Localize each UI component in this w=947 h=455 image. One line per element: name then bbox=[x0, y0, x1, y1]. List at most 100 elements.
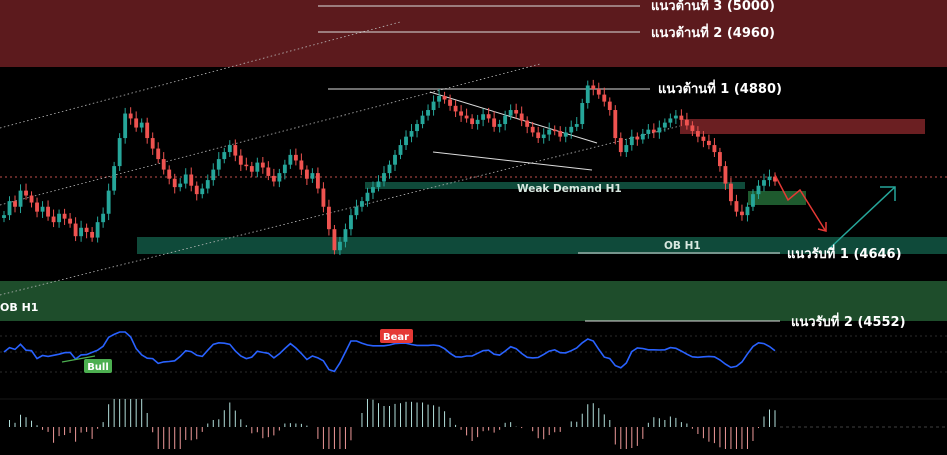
candle-body bbox=[541, 134, 546, 139]
candle-body bbox=[767, 176, 772, 181]
candle-body bbox=[420, 115, 425, 125]
candle-body bbox=[194, 185, 199, 195]
candle-body bbox=[117, 138, 122, 167]
candle-body bbox=[404, 136, 408, 146]
candle-body bbox=[657, 127, 662, 133]
candle-body bbox=[260, 162, 265, 168]
candle-body bbox=[651, 129, 656, 133]
candle-body bbox=[167, 169, 172, 179]
ob-h1-label-bottom: OB H1 bbox=[0, 301, 38, 314]
candle-body bbox=[255, 162, 260, 172]
candle-body bbox=[343, 229, 348, 242]
candle-body bbox=[51, 216, 56, 223]
demand-box-right bbox=[748, 191, 806, 205]
candle-body bbox=[106, 190, 111, 214]
candle-body bbox=[525, 120, 530, 127]
candle-body bbox=[200, 188, 205, 195]
candle-body bbox=[18, 190, 23, 207]
candle-body bbox=[277, 173, 282, 182]
candle-body bbox=[448, 99, 453, 106]
candle-body bbox=[497, 124, 502, 127]
candle-body bbox=[326, 206, 331, 230]
candle-body bbox=[426, 110, 430, 116]
candle-body bbox=[662, 122, 667, 128]
candle-body bbox=[393, 154, 397, 165]
candle-body bbox=[734, 201, 739, 212]
candle-body bbox=[299, 160, 304, 170]
candle-body bbox=[68, 218, 73, 224]
candle-body bbox=[464, 115, 469, 119]
candle-body bbox=[684, 119, 689, 126]
candle-body bbox=[640, 133, 645, 140]
candle-body bbox=[360, 201, 364, 207]
candle-body bbox=[40, 206, 45, 212]
candle-body bbox=[145, 122, 150, 139]
rsi-panel: Bull Bear bbox=[0, 329, 947, 373]
candle-body bbox=[585, 85, 590, 104]
resistance-3-label: แนวต้านที่ 3 (5000) bbox=[651, 0, 775, 14]
histogram-panel bbox=[0, 398, 947, 449]
candle-body bbox=[376, 181, 381, 188]
candle-body bbox=[618, 138, 623, 153]
candle-body bbox=[574, 124, 579, 127]
candle-body bbox=[332, 229, 337, 251]
candle-body bbox=[211, 169, 216, 181]
candle-body bbox=[128, 113, 133, 119]
candle-body bbox=[503, 115, 508, 125]
candle-body bbox=[73, 223, 78, 237]
weak-demand-zone bbox=[365, 182, 745, 189]
candle-body bbox=[519, 113, 524, 121]
candle-body bbox=[354, 206, 359, 216]
candle-body bbox=[431, 101, 436, 111]
candle-body bbox=[271, 175, 276, 182]
candle-body bbox=[729, 183, 733, 202]
candle-body bbox=[718, 152, 722, 167]
candle-body bbox=[7, 201, 12, 216]
candle-body bbox=[79, 227, 84, 237]
candle-body bbox=[189, 174, 194, 186]
candle-body bbox=[486, 114, 491, 119]
candle-body bbox=[602, 94, 607, 102]
candle-body bbox=[591, 85, 596, 89]
candle-body bbox=[624, 145, 629, 153]
candle-body bbox=[95, 222, 100, 238]
candle-body bbox=[13, 201, 17, 207]
candle-body bbox=[321, 188, 326, 207]
candlestick-series bbox=[2, 79, 777, 256]
candle-body bbox=[745, 206, 750, 216]
candle-body bbox=[415, 124, 419, 132]
candle-body bbox=[646, 129, 651, 134]
candle-body bbox=[679, 115, 684, 120]
candle-body bbox=[442, 96, 447, 100]
candle-body bbox=[569, 126, 574, 133]
candle-body bbox=[29, 195, 34, 203]
candle-body bbox=[607, 101, 612, 111]
candle-body bbox=[304, 169, 309, 179]
candle-body bbox=[668, 118, 673, 123]
bear-badge bbox=[380, 329, 413, 343]
candle-body bbox=[57, 213, 61, 223]
candle-body bbox=[475, 119, 480, 125]
support-2-label: แนวรับที่ 2 (4552) bbox=[791, 312, 906, 330]
candle-body bbox=[712, 145, 717, 153]
candle-body bbox=[740, 211, 744, 216]
candle-body bbox=[387, 164, 392, 174]
candle-body bbox=[134, 118, 139, 128]
candle-body bbox=[62, 213, 67, 219]
candle-body bbox=[205, 180, 210, 189]
candle-body bbox=[123, 113, 128, 139]
candle-body bbox=[266, 167, 271, 176]
candle-body bbox=[706, 140, 711, 146]
candle-body bbox=[762, 180, 766, 186]
candle-body bbox=[481, 114, 486, 120]
supply-zone bbox=[680, 119, 925, 134]
candle-body bbox=[338, 241, 342, 251]
candle-body bbox=[90, 231, 95, 238]
candle-body bbox=[84, 227, 89, 232]
candle-body bbox=[244, 164, 249, 167]
candle-body bbox=[178, 183, 183, 188]
candle-body bbox=[112, 166, 117, 191]
candle-body bbox=[552, 129, 557, 132]
candle-body bbox=[690, 125, 695, 132]
